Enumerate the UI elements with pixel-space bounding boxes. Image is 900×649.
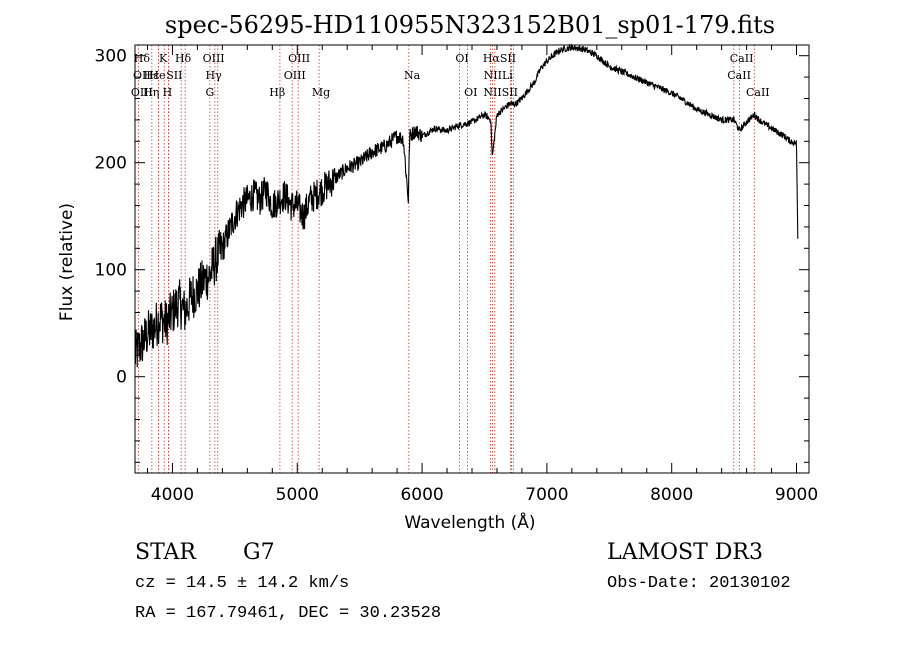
feature-label: OIII [203, 52, 225, 65]
x-tick-label: 8000 [650, 485, 693, 505]
feature-label: OI [455, 52, 468, 65]
feature-label: SII [166, 69, 182, 82]
feature-label: Hδ [134, 52, 151, 65]
feature-lines [137, 45, 755, 473]
object-type: STAR [135, 540, 196, 565]
x-axis-label: Wavelength (Å) [404, 511, 535, 533]
feature-label: NIILi [484, 69, 514, 82]
y-axis-label: Flux (relative) [57, 203, 77, 321]
feature-label: CaII [730, 52, 754, 65]
feature-label: OI [464, 86, 477, 99]
obs-date: Obs-Date: 20130102 [607, 574, 791, 593]
feature-label: OIII [288, 52, 310, 65]
spectrum-line [134, 43, 799, 368]
axis-ticks: 4000 5000 6000 7000 8000 9000 0 100 200 300 [95, 45, 818, 505]
feature-label: Hβ [269, 86, 285, 99]
x-tick-label: 7000 [525, 485, 568, 505]
feature-label: OIII [284, 69, 306, 82]
chart-title: spec-56295-HD110955N323152B01_sp01-179.f… [165, 11, 775, 39]
feature-label: Hγ [206, 69, 223, 82]
redshift-readout: cz = 14.5 ± 14.2 km/s [135, 574, 350, 593]
x-tick-label: 9000 [775, 485, 818, 505]
feature-label: Hε [144, 69, 160, 82]
subclass: G7 [243, 540, 275, 565]
feature-label: OIII [131, 86, 153, 99]
feature-label: Hδ [175, 52, 192, 65]
feature-label: Mg [312, 86, 330, 99]
y-tick-label: 300 [95, 47, 127, 67]
feature-label: He [149, 69, 165, 82]
x-tick-label: 4000 [151, 485, 194, 505]
feature-label: NIISII [483, 86, 518, 99]
coordinates: RA = 167.79461, DEC = 30.23528 [135, 604, 442, 623]
plot-frame [134, 44, 810, 474]
feature-label: Na [404, 69, 421, 82]
feature-label: CaII [746, 86, 770, 99]
feature-label: OII [133, 69, 151, 82]
x-tick-label: 6000 [400, 485, 443, 505]
feature-label: G [205, 86, 214, 99]
y-tick-label: 200 [95, 154, 127, 174]
feature-label: HαSII [483, 52, 516, 65]
y-tick-label: 0 [116, 368, 127, 388]
x-tick-label: 5000 [276, 485, 319, 505]
y-tick-label: 100 [95, 261, 127, 281]
feature-label: CaII [727, 69, 751, 82]
feature-label: K [159, 52, 168, 65]
survey-name: LAMOST DR3 [607, 540, 763, 565]
feature-label: H [163, 86, 173, 99]
feature-label: Hη [143, 86, 159, 99]
